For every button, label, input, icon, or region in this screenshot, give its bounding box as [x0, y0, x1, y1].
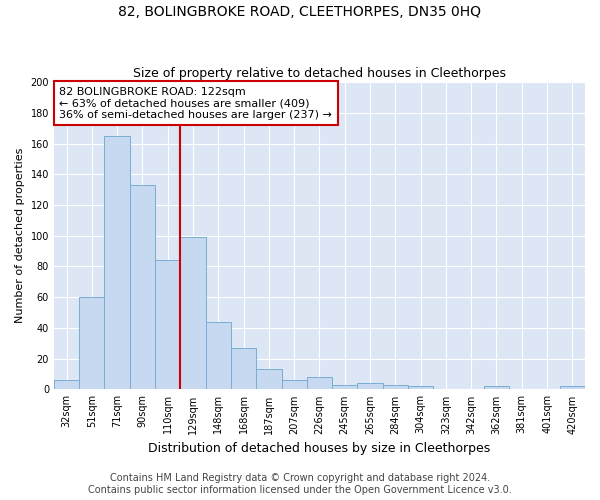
Text: Contains HM Land Registry data © Crown copyright and database right 2024.
Contai: Contains HM Land Registry data © Crown c… [88, 474, 512, 495]
Text: 82, BOLINGBROKE ROAD, CLEETHORPES, DN35 0HQ: 82, BOLINGBROKE ROAD, CLEETHORPES, DN35 … [119, 5, 482, 19]
Bar [104, 136, 130, 390]
Bar [358, 384, 383, 390]
Bar [332, 385, 358, 390]
Bar [79, 297, 104, 390]
Title: Size of property relative to detached houses in Cleethorpes: Size of property relative to detached ho… [133, 66, 506, 80]
Bar [54, 380, 79, 390]
Bar [130, 185, 155, 390]
Bar [256, 370, 281, 390]
Bar [383, 385, 408, 390]
Bar [155, 260, 181, 390]
Bar [560, 386, 585, 390]
Text: 82 BOLINGBROKE ROAD: 122sqm
← 63% of detached houses are smaller (409)
36% of se: 82 BOLINGBROKE ROAD: 122sqm ← 63% of det… [59, 86, 332, 120]
Bar [307, 377, 332, 390]
Bar [281, 380, 307, 390]
Bar [181, 238, 206, 390]
Bar [231, 348, 256, 390]
X-axis label: Distribution of detached houses by size in Cleethorpes: Distribution of detached houses by size … [148, 442, 491, 455]
Bar [408, 386, 433, 390]
Bar [206, 322, 231, 390]
Bar [484, 386, 509, 390]
Y-axis label: Number of detached properties: Number of detached properties [15, 148, 25, 324]
